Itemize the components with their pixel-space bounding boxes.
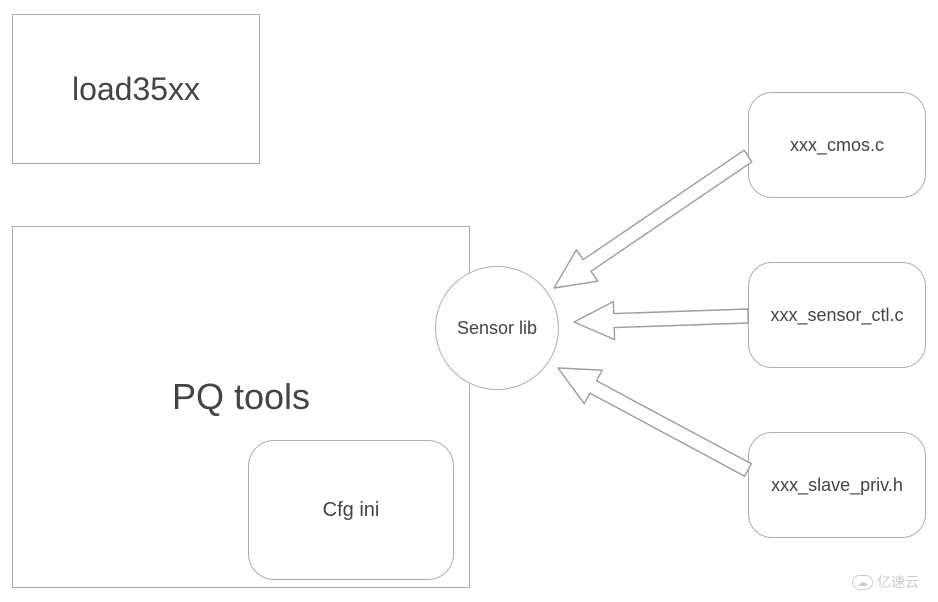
node-xxx-sensor-ctl-label: xxx_sensor_ctl.c <box>770 305 903 326</box>
arrow-xxx_slave_priv-to-sensor_lib <box>558 368 751 476</box>
node-cfg-ini: Cfg ini <box>248 440 454 580</box>
node-cfg-ini-label: Cfg ini <box>323 499 380 522</box>
node-sensor-lib-label: Sensor lib <box>457 318 537 339</box>
node-pq-tools-label: PQ tools <box>172 376 310 418</box>
node-sensor-lib: Sensor lib <box>435 266 559 390</box>
node-xxx-slave-priv: xxx_slave_priv.h <box>748 432 926 538</box>
watermark-text: 亿速云 <box>877 572 919 592</box>
node-xxx-cmos-label: xxx_cmos.c <box>790 135 884 156</box>
watermark: ☁ 亿速云 <box>852 572 919 592</box>
node-load35xx-label: load35xx <box>72 71 200 108</box>
watermark-cloud-icon: ☁ <box>852 575 873 590</box>
arrow-xxx_cmos-to-sensor_lib <box>554 150 752 288</box>
node-xxx-sensor-ctl: xxx_sensor_ctl.c <box>748 262 926 368</box>
arrow-xxx_sensor_ctl-to-sensor_lib <box>574 302 748 340</box>
node-load35xx: load35xx <box>12 14 260 164</box>
node-xxx-cmos: xxx_cmos.c <box>748 92 926 198</box>
node-xxx-slave-priv-label: xxx_slave_priv.h <box>771 475 903 496</box>
